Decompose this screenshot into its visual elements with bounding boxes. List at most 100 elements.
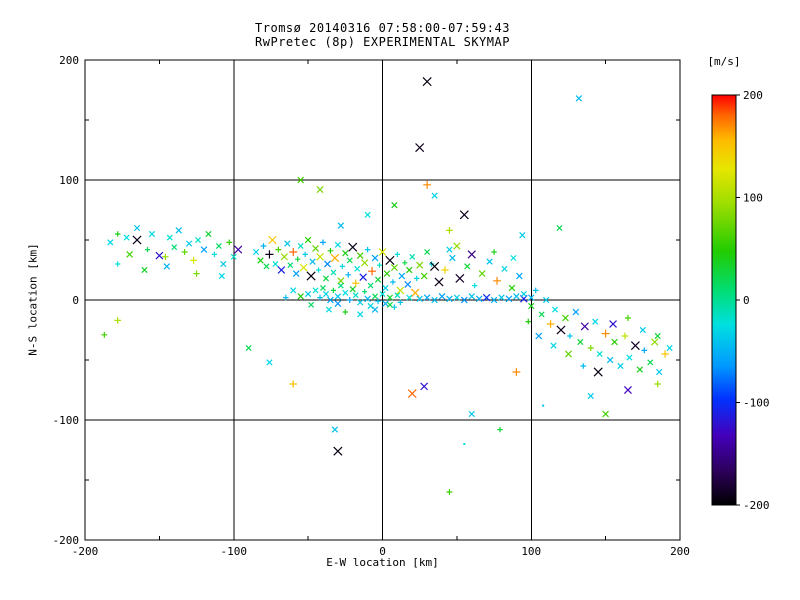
scatter-point [460,296,468,304]
scatter-point [508,284,516,292]
scatter-point [420,272,428,280]
scatter-point [141,266,148,274]
scatter-point [299,263,308,272]
scatter-point [621,332,629,340]
scatter-point [431,192,438,199]
scatter-point [602,410,609,418]
scatter-point [185,240,193,247]
scatter-point [320,239,326,246]
scatter-point [532,287,539,294]
scatter-point [431,296,438,304]
scatter-point [422,77,432,87]
scatter-point [334,293,342,300]
scatter-point [334,241,341,248]
scatter-point [193,270,200,277]
scatter-point [352,292,359,299]
scatter-point [342,289,349,296]
scatter-point [245,344,252,352]
scatter-point [374,276,382,283]
scatter-point [123,234,130,241]
scatter-point [424,248,431,256]
scatter-point [497,426,503,433]
plot-title-line2: RwPretec (8p) EXPERIMENTAL SKYMAP [255,35,510,49]
scatter-point [577,338,584,346]
scatter-point [215,243,222,249]
scatter-point [337,222,345,229]
scatter-point [378,248,387,256]
scatter-point [520,290,527,298]
scatter-point [349,286,356,293]
scatter-point [651,338,659,346]
scatter-point [416,295,423,302]
scatter-point [654,380,661,388]
scatter-point [317,294,323,301]
scatter-point [441,266,449,274]
scatter-point [133,224,141,232]
scatter-point [367,302,374,310]
scatter-point [382,284,389,292]
scatter-point [587,344,594,352]
colorbar-gradient [712,95,736,505]
scatter-point [575,95,583,102]
scatter-point [260,243,267,249]
scatter-point [322,290,330,298]
scatter-point [516,272,523,280]
scatter-point [409,253,416,260]
scatter-point [601,329,610,338]
scatter-point [423,294,431,301]
scatter-point [337,282,344,289]
scatter-point [386,301,393,308]
scatter-point [416,261,424,269]
scatter-point [361,259,369,267]
scatter-point [263,263,270,270]
scatter-point [257,257,264,264]
scatter-point [510,254,517,262]
scatter-point [346,257,353,264]
scatter-point [289,247,298,257]
scatter-point [295,256,301,262]
plot-title: Tromsø 20140316 07:58:00-07:59:43 RwPret… [85,21,680,49]
scatter-point [190,256,198,264]
scatter-point [114,317,122,324]
scatter-point [364,211,371,218]
scatter-point [126,251,133,258]
scatter-point [404,280,412,288]
scatter-point [316,252,324,261]
scatter-point [155,251,164,260]
scatter-point [626,354,633,361]
scatter-point [132,235,142,245]
colorbar-tick-label: -100 [743,397,770,410]
axes-frame [84,59,681,541]
scatter-point [580,363,587,369]
scatter-point [163,263,171,270]
scatter-point [493,276,501,285]
scatter-point [486,258,493,265]
scatter-point [376,262,383,268]
scatter-point [661,350,669,358]
scatter-point [382,300,389,307]
scatter-point [423,180,432,189]
scatter-point [166,234,173,241]
scatter-point [345,271,352,278]
scatter-point [556,325,566,335]
scatter-point [468,410,475,418]
scatter-point [596,350,603,358]
scatter-point [144,247,151,253]
scatter-point [312,244,320,252]
scatter-point [107,239,114,246]
scatter-point [542,296,550,304]
scatter-point [309,258,316,265]
scatter-point [297,293,304,300]
scatter-point [564,350,572,358]
scatter-point [415,143,425,153]
y-tick-label: -100 [53,414,80,427]
tick-labels: -200 -100 0 100 200 200 100 0 -100 -200 [53,54,690,558]
scatter-point [525,318,532,325]
scatter-point [218,272,225,280]
scatter-point [297,243,304,249]
scatter-point [379,290,386,298]
scatter-point [312,287,319,294]
scatter-point [490,296,498,304]
scatter-point [357,299,364,306]
